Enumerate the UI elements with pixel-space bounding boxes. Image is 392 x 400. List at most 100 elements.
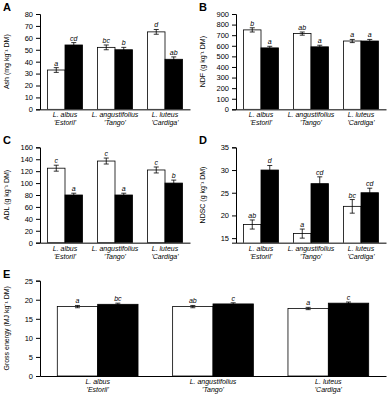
error-cap bbox=[317, 48, 322, 49]
error-bar bbox=[300, 32, 305, 35]
x-tick-label: L. angustifolius'Tango' bbox=[288, 245, 335, 261]
error-cap bbox=[190, 305, 195, 306]
error-cap bbox=[121, 196, 126, 197]
bar bbox=[361, 193, 379, 243]
y-tick-label: 10 bbox=[25, 334, 33, 343]
plot-area bbox=[57, 302, 368, 376]
x-tick: L. albus'Estoril' bbox=[249, 243, 274, 260]
y-tick-label: 20 bbox=[25, 81, 33, 90]
error-line bbox=[252, 28, 253, 32]
x-tick-label: L. albus'Estoril' bbox=[249, 111, 274, 126]
error-cap bbox=[71, 196, 76, 197]
y-tick-label: 40 bbox=[25, 58, 33, 67]
bar bbox=[261, 170, 279, 243]
x-axis-line bbox=[41, 376, 387, 377]
y-tick-label: 15 bbox=[25, 315, 33, 324]
y-tick-mark bbox=[36, 171, 40, 172]
error-cap bbox=[231, 302, 236, 303]
panel-label: A bbox=[3, 1, 11, 13]
y-axis: 01020304050607080 bbox=[25, 10, 41, 114]
annotation: a bbox=[368, 31, 372, 38]
y-tick: 0 bbox=[29, 372, 40, 381]
y-tick: 200 bbox=[216, 84, 236, 93]
error-line bbox=[56, 68, 57, 73]
x-axis-line bbox=[41, 109, 191, 110]
error-cap bbox=[300, 32, 305, 33]
y-tick-label: 5 bbox=[29, 353, 33, 362]
y-tick-mark bbox=[232, 25, 236, 26]
plot-area bbox=[48, 158, 183, 243]
error-line bbox=[173, 57, 174, 62]
annotation: d bbox=[268, 157, 273, 164]
error-cap bbox=[367, 188, 372, 189]
bar bbox=[294, 34, 312, 110]
y-axis-line bbox=[232, 15, 237, 110]
error-cap bbox=[300, 35, 305, 36]
y-tick-mark bbox=[232, 170, 236, 171]
panel-label: D bbox=[199, 134, 207, 146]
y-tick-label: 20 bbox=[25, 227, 33, 236]
error-line bbox=[352, 39, 353, 42]
x-tick: L. luteus'Cardiga' bbox=[347, 109, 375, 127]
y-tick-label: 30 bbox=[25, 69, 33, 78]
bar bbox=[148, 170, 166, 243]
error-bar bbox=[267, 165, 272, 174]
error-bar bbox=[367, 39, 372, 42]
y-tick-label: 200 bbox=[216, 84, 229, 93]
y-axis: 0100200300400500600700800900 bbox=[216, 10, 236, 114]
error-cap bbox=[171, 186, 176, 187]
error-cap bbox=[71, 193, 76, 194]
y-tick-mark bbox=[232, 193, 236, 194]
error-cap bbox=[104, 164, 109, 165]
x-tick-label: L. luteus'Cardiga' bbox=[315, 378, 343, 394]
error-bar bbox=[231, 303, 236, 305]
annotation: b bbox=[122, 39, 126, 46]
error-line bbox=[123, 193, 124, 197]
x-tick: L. luteus'Cardiga' bbox=[315, 376, 343, 394]
annotation: a bbox=[268, 38, 272, 45]
y-tick-mark bbox=[36, 26, 40, 27]
error-cap bbox=[250, 229, 255, 230]
error-cap bbox=[171, 61, 176, 62]
error-line bbox=[269, 165, 270, 174]
error-line bbox=[252, 220, 253, 229]
error-bar bbox=[250, 28, 255, 32]
y-tick: 40 bbox=[25, 58, 40, 67]
annotation: c bbox=[231, 295, 235, 302]
y-tick: 80 bbox=[25, 10, 40, 19]
x-tick-label: L. angustifolius'Tango' bbox=[92, 111, 139, 127]
y-tick-label: 15 bbox=[221, 234, 229, 243]
error-bar bbox=[250, 220, 255, 229]
y-tick-mark bbox=[36, 300, 40, 301]
bar bbox=[328, 303, 368, 376]
error-bar bbox=[317, 45, 322, 48]
y-tick-mark bbox=[36, 14, 40, 15]
y-tick-label: 30 bbox=[221, 166, 229, 175]
annotation: bc bbox=[114, 295, 122, 302]
bar-series bbox=[65, 43, 183, 110]
y-tick: 20 bbox=[25, 296, 40, 305]
annotations: ababcdcdcd bbox=[248, 157, 374, 228]
y-tick-label: 0 bbox=[29, 239, 33, 248]
y-tick-mark bbox=[36, 338, 40, 339]
y-tick: 60 bbox=[25, 34, 40, 43]
y-tick-mark bbox=[36, 50, 40, 51]
y-axis: 0510152025 bbox=[25, 277, 41, 381]
y-tick-label: 600 bbox=[216, 42, 229, 51]
annotation: c bbox=[347, 294, 351, 301]
bar bbox=[148, 32, 166, 109]
error-line bbox=[369, 188, 370, 197]
error-line bbox=[302, 32, 303, 35]
y-tick-mark bbox=[232, 46, 236, 47]
annotations: babaaaa bbox=[250, 20, 372, 46]
error-line bbox=[173, 180, 174, 186]
error-bar bbox=[171, 57, 176, 62]
y-tick-label: 60 bbox=[25, 34, 33, 43]
y-tick: 0 bbox=[29, 105, 40, 114]
x-axis: L. albus'Estoril'L. angustifolius'Tango'… bbox=[41, 243, 191, 261]
y-tick: 0 bbox=[225, 105, 236, 114]
error-cap bbox=[267, 46, 272, 47]
annotation: cd bbox=[316, 169, 325, 176]
bar bbox=[115, 195, 133, 243]
y-tick-label: 0 bbox=[29, 372, 33, 381]
